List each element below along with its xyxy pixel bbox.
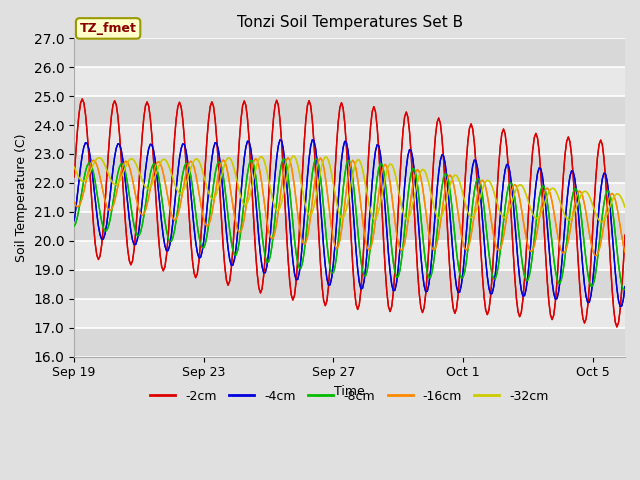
Bar bbox=[74, 299, 625, 328]
-32cm bbox=[70, 164, 78, 170]
-32cm bbox=[101, 162, 109, 168]
-4cm bbox=[621, 284, 629, 289]
Line: -16cm: -16cm bbox=[74, 157, 625, 256]
-2cm bbox=[102, 178, 110, 183]
-4cm bbox=[101, 231, 109, 237]
-8cm bbox=[70, 223, 78, 229]
-2cm bbox=[122, 228, 130, 233]
-4cm bbox=[320, 244, 328, 250]
X-axis label: Time: Time bbox=[334, 385, 365, 398]
Line: -4cm: -4cm bbox=[74, 140, 625, 307]
-16cm bbox=[592, 253, 600, 259]
-4cm bbox=[120, 169, 128, 175]
Bar bbox=[74, 67, 625, 96]
-16cm bbox=[556, 244, 564, 250]
-16cm bbox=[120, 159, 128, 165]
-32cm bbox=[621, 204, 629, 210]
Bar bbox=[74, 241, 625, 270]
-32cm bbox=[543, 193, 551, 199]
-2cm bbox=[621, 232, 629, 238]
Bar bbox=[74, 270, 625, 299]
Line: -32cm: -32cm bbox=[74, 156, 625, 222]
-16cm bbox=[320, 164, 328, 169]
-4cm bbox=[543, 222, 551, 228]
Bar bbox=[74, 154, 625, 183]
-8cm bbox=[101, 228, 109, 234]
-8cm bbox=[320, 205, 328, 211]
Bar bbox=[74, 212, 625, 241]
-16cm bbox=[101, 197, 109, 203]
Legend: -2cm, -4cm, -8cm, -16cm, -32cm: -2cm, -4cm, -8cm, -16cm, -32cm bbox=[145, 385, 554, 408]
Line: -8cm: -8cm bbox=[74, 159, 625, 290]
-8cm bbox=[621, 287, 629, 292]
-2cm bbox=[543, 278, 551, 284]
Line: -2cm: -2cm bbox=[74, 99, 625, 327]
Bar bbox=[74, 183, 625, 212]
Bar bbox=[74, 328, 625, 357]
-4cm bbox=[70, 218, 78, 224]
-16cm bbox=[621, 250, 629, 255]
Text: TZ_fmet: TZ_fmet bbox=[79, 22, 136, 35]
-2cm bbox=[556, 226, 564, 231]
-32cm bbox=[289, 153, 297, 159]
Bar bbox=[74, 38, 625, 67]
Y-axis label: Soil Temperature (C): Soil Temperature (C) bbox=[15, 133, 28, 262]
-4cm bbox=[195, 255, 203, 261]
-8cm bbox=[312, 156, 319, 162]
-2cm bbox=[613, 324, 621, 330]
-8cm bbox=[195, 233, 203, 239]
Bar bbox=[74, 96, 625, 125]
-32cm bbox=[597, 219, 605, 225]
-32cm bbox=[320, 156, 328, 162]
-32cm bbox=[120, 167, 128, 172]
-8cm bbox=[620, 287, 627, 293]
-8cm bbox=[120, 165, 128, 171]
-16cm bbox=[70, 199, 78, 205]
-16cm bbox=[543, 185, 551, 191]
-4cm bbox=[308, 137, 316, 143]
-2cm bbox=[79, 96, 86, 102]
-32cm bbox=[556, 199, 564, 205]
Title: Tonzi Soil Temperatures Set B: Tonzi Soil Temperatures Set B bbox=[237, 15, 463, 30]
-2cm bbox=[320, 298, 328, 303]
-16cm bbox=[284, 155, 292, 160]
-8cm bbox=[543, 198, 551, 204]
-4cm bbox=[616, 304, 624, 310]
-8cm bbox=[556, 280, 564, 286]
-32cm bbox=[195, 158, 203, 164]
-2cm bbox=[196, 240, 204, 245]
-16cm bbox=[195, 190, 203, 196]
-2cm bbox=[70, 174, 78, 180]
Bar bbox=[74, 125, 625, 154]
-4cm bbox=[556, 276, 564, 282]
